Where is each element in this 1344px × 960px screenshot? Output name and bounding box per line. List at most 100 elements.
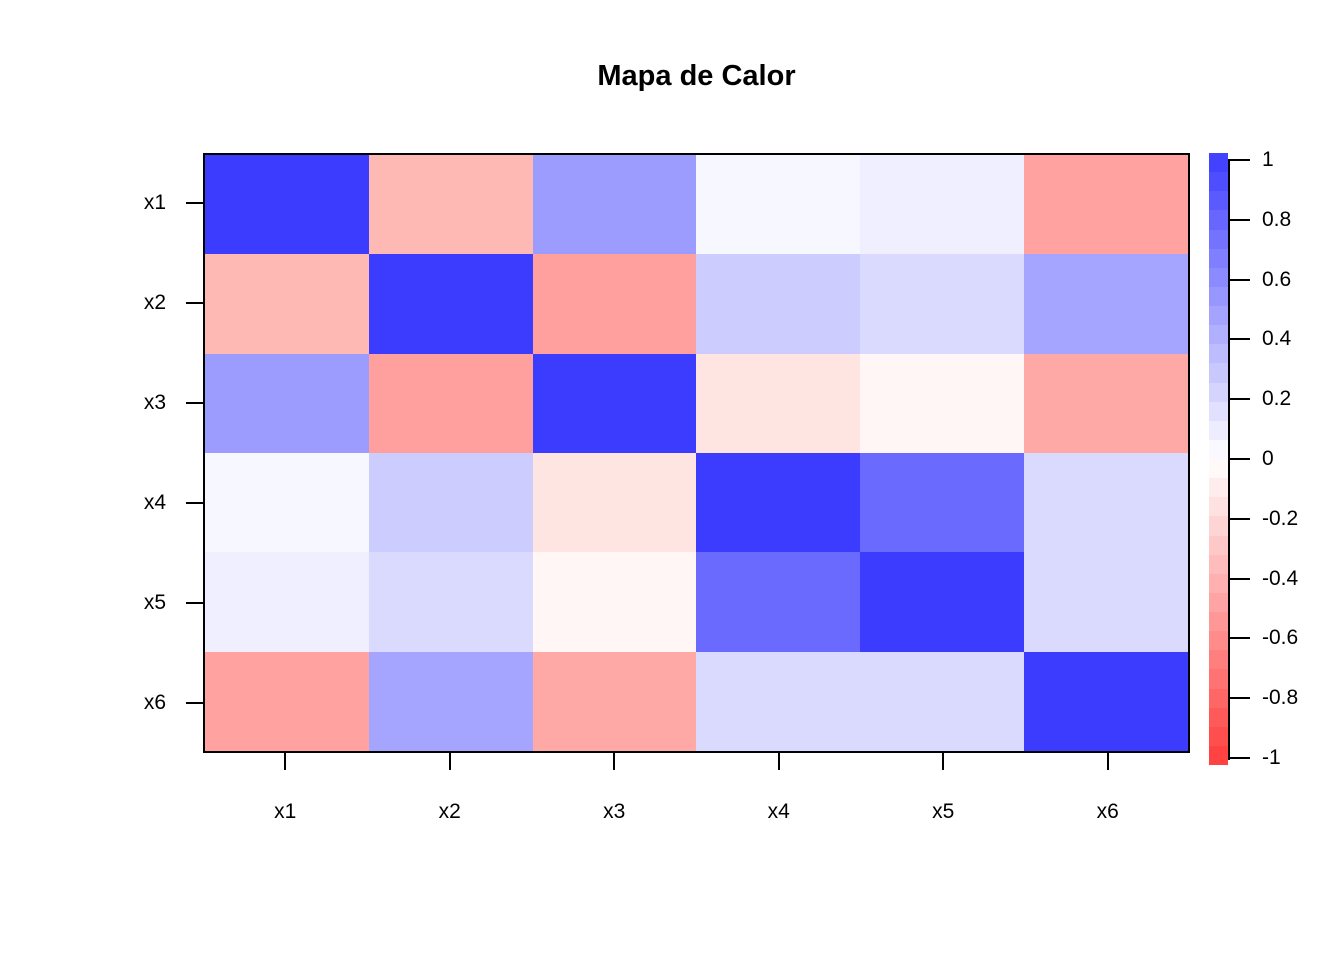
- heatmap-cell-x2-x2: [368, 254, 533, 354]
- legend-tick-1: [1228, 159, 1250, 161]
- y-tick-x5: [186, 602, 203, 604]
- y-axis-label-x1: x1: [143, 191, 166, 214]
- heatmap-cell-x6-x2: [368, 651, 533, 751]
- legend-color-step: [1209, 153, 1228, 173]
- heatmap-cell-x4-x2: [368, 453, 533, 553]
- heatmap-cell-x2-x3: [532, 254, 697, 354]
- legend-tick--0.6: [1228, 637, 1250, 640]
- x-axis-label-x2: x2: [438, 800, 461, 823]
- legend-color-step: [1209, 191, 1228, 211]
- heatmap-cell-x3-x5: [860, 353, 1025, 453]
- legend-tick-0: [1228, 458, 1250, 460]
- legend-label-0.8: 0.8: [1262, 207, 1292, 231]
- legend-label--1: -1: [1262, 746, 1281, 769]
- legend-color-step: [1209, 516, 1228, 536]
- y-tick-x2: [186, 302, 203, 304]
- y-axis-label-x3: x3: [143, 391, 166, 414]
- legend-tick--0.8: [1228, 697, 1250, 700]
- y-axis-label-x6: x6: [143, 691, 166, 714]
- legend-color-step: [1209, 707, 1228, 727]
- legend-color-step: [1209, 554, 1228, 574]
- legend-color-step: [1209, 306, 1228, 326]
- heatmap-cell-x2-x5: [860, 254, 1025, 354]
- x-tick-x1: [284, 753, 287, 770]
- heatmap-cell-x3-x6: [1024, 353, 1188, 453]
- heatmap-cell-x1-x4: [696, 155, 861, 255]
- legend-color-step: [1209, 478, 1228, 498]
- legend-color-step: [1209, 669, 1228, 689]
- x-tick-x5: [942, 753, 945, 770]
- legend-axis-line: [1228, 160, 1230, 760]
- legend-label-0.4: 0.4: [1262, 327, 1292, 351]
- legend-label-0: 0: [1262, 447, 1274, 470]
- y-axis-label-x5: x5: [143, 591, 166, 614]
- legend-label-1: 1: [1262, 148, 1274, 171]
- legend-color-step: [1209, 363, 1228, 383]
- heatmap-cell-x6-x6: [1024, 651, 1188, 751]
- legend-color-step: [1209, 612, 1228, 632]
- y-tick-x4: [186, 502, 203, 504]
- heatmap-cell-x4-x3: [532, 453, 697, 553]
- heatmap-cell-x5-x2: [368, 552, 533, 652]
- heatmap-cell-x2-x6: [1024, 254, 1188, 354]
- color-legend-bar: [1209, 153, 1228, 765]
- heatmap-cell-x1-x3: [532, 155, 697, 255]
- y-tick-x1: [186, 202, 203, 204]
- x-axis-label-x4: x4: [767, 800, 790, 823]
- y-tick-x3: [186, 402, 203, 404]
- heatmap-cell-x5-x1: [205, 552, 369, 652]
- x-tick-x2: [448, 753, 451, 770]
- legend-tick--0.2: [1228, 517, 1250, 520]
- y-tick-x6: [186, 702, 203, 704]
- legend-color-step: [1209, 535, 1228, 555]
- y-axis-label-x4: x4: [143, 491, 166, 514]
- legend-color-step: [1209, 267, 1228, 287]
- heatmap-cell-x1-x1: [205, 155, 369, 255]
- heatmap-cell-x4-x1: [205, 453, 369, 553]
- heatmap-cell-x2-x4: [696, 254, 861, 354]
- legend-tick--0.4: [1228, 577, 1250, 580]
- legend-color-step: [1209, 592, 1228, 612]
- legend-color-step: [1209, 382, 1228, 402]
- heatmap-cell-x3-x4: [696, 353, 861, 453]
- legend-color-step: [1209, 631, 1228, 651]
- legend-tick-0.2: [1228, 398, 1250, 401]
- heatmap-cell-x1-x5: [860, 155, 1025, 255]
- x-tick-x3: [613, 753, 616, 770]
- heatmap-cell-x4-x5: [860, 453, 1025, 553]
- heatmap-cell-x4-x4: [696, 453, 861, 553]
- heatmap-cell-x5-x3: [532, 552, 697, 652]
- legend-tick-0.6: [1228, 278, 1250, 281]
- legend-color-step: [1209, 286, 1228, 306]
- heatmap-cell-x2-x1: [205, 254, 369, 354]
- legend-tick--1: [1228, 757, 1250, 759]
- heatmap-cell-x6-x4: [696, 651, 861, 751]
- x-tick-x4: [777, 753, 780, 770]
- heatmap-plot-area: [203, 153, 1190, 753]
- chart-title: Mapa de Calor: [597, 60, 796, 92]
- legend-tick-0.8: [1228, 218, 1250, 221]
- heatmap-cell-x6-x5: [860, 651, 1025, 751]
- heatmap-cell-x6-x1: [205, 651, 369, 751]
- x-axis-label-x3: x3: [603, 800, 626, 823]
- legend-color-step: [1209, 325, 1228, 345]
- legend-color-step: [1209, 248, 1228, 268]
- legend-color-step: [1209, 745, 1228, 765]
- legend-color-step: [1209, 497, 1228, 517]
- legend-label-0.2: 0.2: [1262, 387, 1292, 411]
- legend-color-step: [1209, 420, 1228, 440]
- heatmap-cell-x1-x6: [1024, 155, 1188, 255]
- heatmap-cell-x5-x5: [860, 552, 1025, 652]
- legend-color-step: [1209, 688, 1228, 708]
- legend-color-step: [1209, 229, 1228, 249]
- heatmap-cell-x5-x6: [1024, 552, 1188, 652]
- legend-color-step: [1209, 726, 1228, 746]
- legend-label-0.6: 0.6: [1262, 267, 1292, 291]
- heatmap-cell-x1-x2: [368, 155, 533, 255]
- heatmap-cell-x4-x6: [1024, 453, 1188, 553]
- legend-color-step: [1209, 344, 1228, 364]
- x-tick-x6: [1106, 753, 1109, 770]
- y-axis-label-x2: x2: [143, 291, 166, 314]
- legend-color-step: [1209, 573, 1228, 593]
- legend-label--0.8: -0.8: [1262, 686, 1299, 710]
